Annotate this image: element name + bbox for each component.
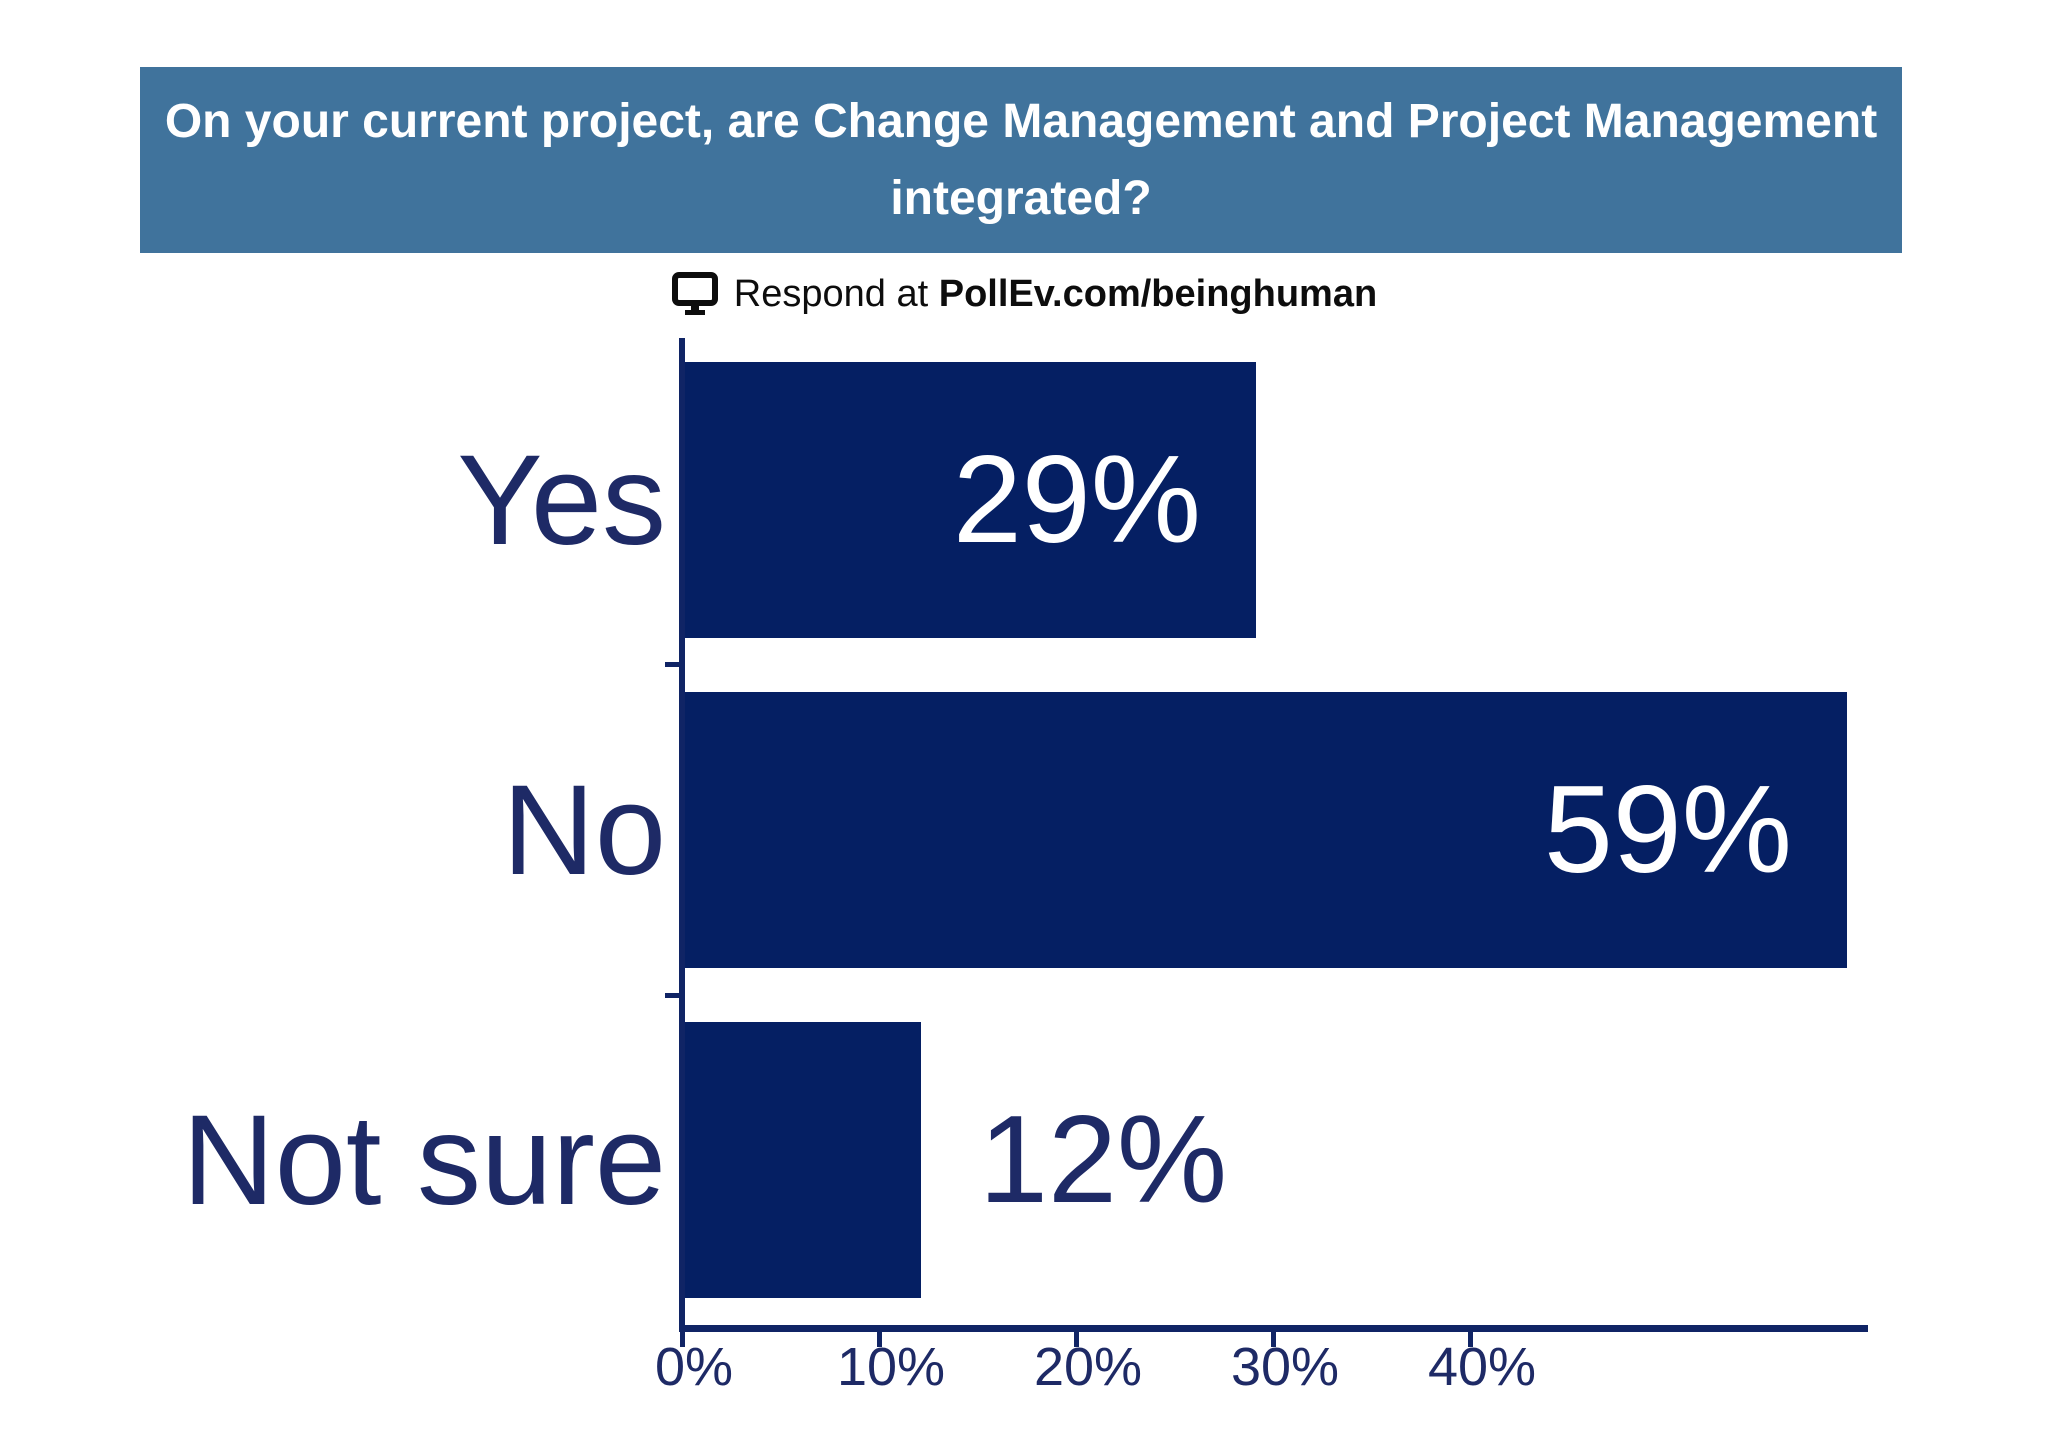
- bar-value-not-sure: 12%: [979, 1091, 1228, 1229]
- poll-question-line-2: integrated?: [890, 172, 1152, 225]
- respond-text: Respond at PollEv.com/beinghuman: [734, 273, 1377, 316]
- category-label-no: No: [502, 758, 666, 902]
- x-axis-tick-label: 30%: [1230, 1337, 1340, 1397]
- category-label-not-sure: Not sure: [182, 1088, 666, 1232]
- bar-not-sure: [685, 1022, 921, 1298]
- bar-value-yes: 29%: [952, 431, 1201, 569]
- bar-no: 59%: [685, 692, 1847, 968]
- x-axis-tick-label: 10%: [836, 1337, 946, 1397]
- x-axis-tick: [1074, 1332, 1079, 1347]
- bar-row-not-sure: 12%: [685, 1022, 1227, 1298]
- x-axis-tick: [680, 1332, 685, 1347]
- category-label-yes: Yes: [457, 428, 666, 572]
- x-axis-tick-label: 40%: [1427, 1337, 1537, 1397]
- poll-question-line-1: On your current project, are Change Mana…: [164, 95, 1878, 148]
- respond-instruction: Respond at PollEv.com/beinghuman: [0, 262, 2048, 326]
- y-axis-line: [679, 338, 685, 1332]
- pollev-url: PollEv.com/beinghuman: [938, 272, 1378, 315]
- x-axis-tick: [1468, 1332, 1473, 1347]
- x-axis-tick-label: 0%: [654, 1337, 734, 1397]
- bar-yes: 29%: [685, 362, 1256, 638]
- monitor-icon: [671, 271, 719, 317]
- x-axis-tick: [877, 1332, 882, 1347]
- y-axis-tick: [665, 662, 680, 667]
- x-axis-tick: [1271, 1332, 1276, 1347]
- x-axis-line: [679, 1325, 1868, 1332]
- respond-prefix: Respond at: [733, 272, 939, 315]
- bar-value-no: 59%: [1543, 761, 1792, 899]
- x-axis-tick-label: 20%: [1033, 1337, 1143, 1397]
- bar-row-no: 59%: [685, 692, 1847, 968]
- y-axis-tick: [665, 993, 680, 998]
- bar-row-yes: 29%: [685, 362, 1256, 638]
- poll-question-banner: On your current project, are Change Mana…: [140, 67, 1902, 253]
